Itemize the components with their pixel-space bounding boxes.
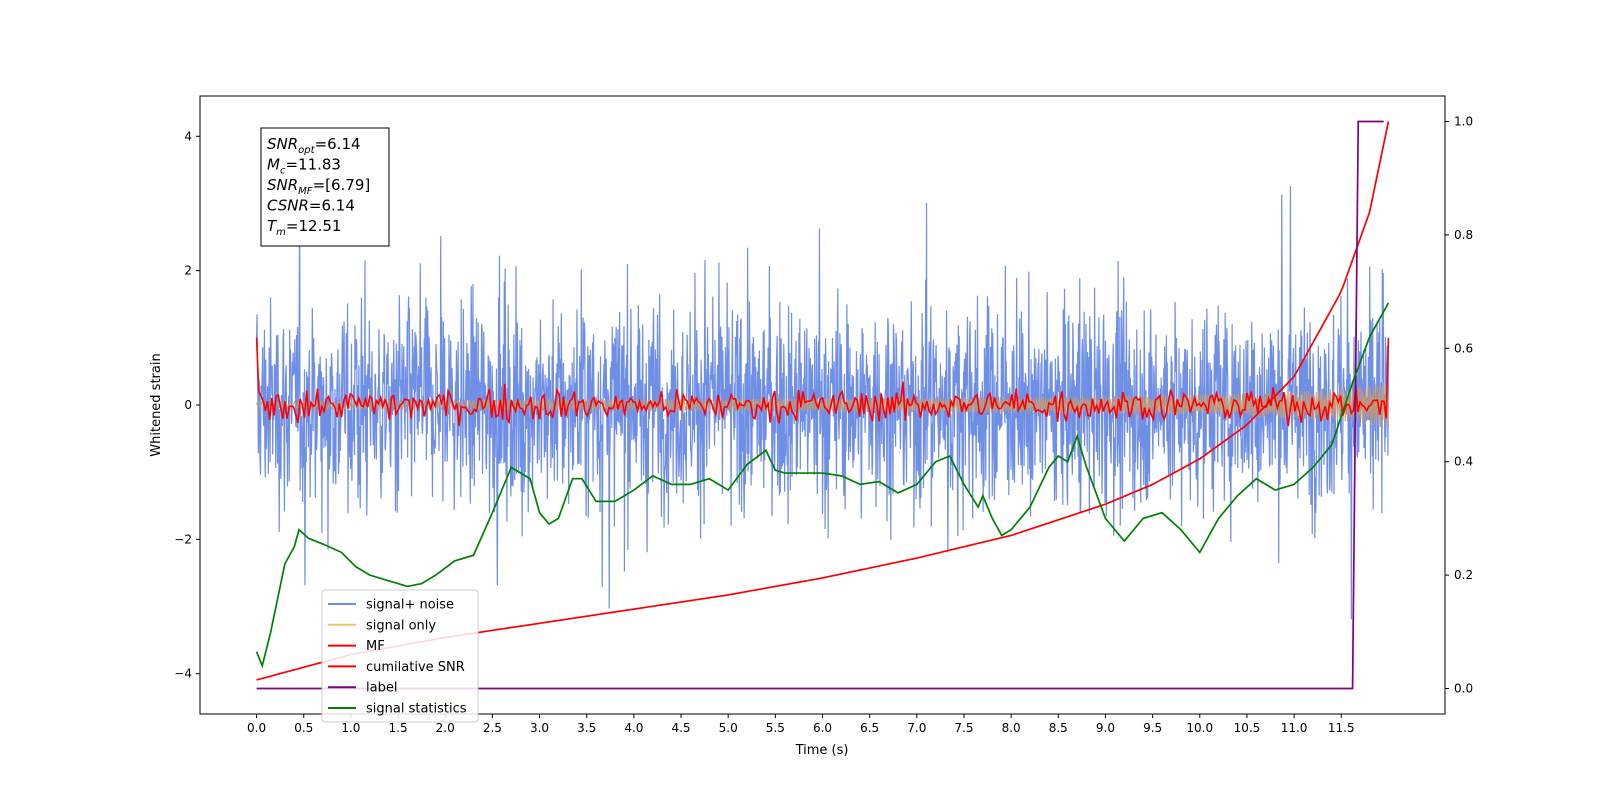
annotation-line: Mc=11.83 [267,156,341,177]
x-tick-label: 7.0 [907,721,926,735]
annotation-subscript: opt [298,145,315,156]
x-tick-label: 2.0 [436,721,455,735]
annotation-symbol: CSNR [267,197,309,215]
annotation-subscript: MF [298,186,313,197]
annotation-subscript: c [280,166,286,177]
y-axis-label: Whitened strain [149,353,164,456]
legend-label: MF [366,639,385,654]
x-tick-label: 1.5 [389,721,408,735]
x-tick-label: 4.0 [624,721,643,735]
x-tick-label: 9.0 [1096,721,1115,735]
y2-tick-label: 0.8 [1454,228,1473,242]
y-axis-right: 0.0 0.2 0.4 0.6 0.8 1.0 [1445,115,1473,695]
x-tick-label: 5.5 [766,721,785,735]
annotation-frame [260,127,390,247]
x-tick-label: 8.5 [1049,721,1068,735]
annotation-line: CSNR=6.14 [267,197,355,215]
y2-tick-label: 1.0 [1454,115,1473,129]
series-label-line [256,120,1384,690]
annotation-value: =6.14 [315,135,361,153]
annotation-symbol: SNR [267,135,298,153]
annotation-symbol: T [267,217,278,235]
legend-label: signal+ noise [366,598,454,613]
y-tick-label: −4 [174,667,192,681]
x-tick-label: 10.5 [1234,721,1261,735]
x-axis-label: Time (s) [795,743,849,758]
annotation-symbol: M [267,156,280,174]
annotation-line: SNRMF=[6.79] [267,176,370,197]
y2-tick-label: 0.4 [1454,455,1473,469]
annotation-value: =[6.79] [313,176,371,194]
x-tick-label: 6.5 [860,721,879,735]
x-axis: 0.0 0.5 1.0 1.5 2.0 2.5 3.0 3.5 4.0 4.5 5.0 5.5 6.0 6… [247,714,1355,735]
x-tick-label: 10.0 [1186,721,1213,735]
x-tick-label: 6.0 [813,721,832,735]
x-tick-label: 3.0 [530,721,549,735]
x-tick-label: 8.0 [1002,721,1021,735]
legend-label: signal statistics [366,702,467,717]
legend-label: cumilative SNR [366,660,465,675]
series-signal-plus-noise-line [255,186,1390,620]
y2-tick-label: 0.2 [1454,568,1473,582]
x-tick-label: 4.5 [671,721,690,735]
x-tick-label: 1.0 [341,721,360,735]
x-tick-label: 0.5 [294,721,313,735]
x-tick-label: 11.0 [1281,721,1308,735]
legend-frame [321,589,479,723]
x-tick-label: 7.5 [954,721,973,735]
annotation-subscript: m [276,227,286,238]
annotation-line: SNRopt=6.14 [267,135,361,156]
series-mf-line [255,337,1390,427]
y-axis-left: −4 −2 0 2 4 [174,129,200,681]
y-tick-label: 4 [184,129,192,143]
annotation-value: =6.14 [309,197,355,215]
x-tick-label: 0.0 [247,721,266,735]
series-signal-statistics-line [255,302,1390,669]
x-tick-label: 9.5 [1143,721,1162,735]
annotation-value: =12.51 [286,217,342,235]
y2-tick-label: 0.6 [1454,341,1473,355]
legend-label: signal only [366,618,436,633]
y2-tick-label: 0.0 [1454,681,1473,695]
y-tick-label: 0 [184,398,192,412]
x-tick-label: 3.5 [577,721,596,735]
x-tick-label: 11.5 [1328,721,1355,735]
y-tick-label: 2 [184,264,192,278]
annotation-symbol: SNR [267,176,298,194]
legend: signal+ noise signal only MF cumilative SNR… [321,589,479,723]
x-tick-label: 5.0 [719,721,738,735]
legend-label: label [366,681,397,696]
x-tick-label: 2.5 [483,721,502,735]
annotation-value: =11.83 [285,156,341,174]
y-tick-label: −2 [174,532,192,546]
annotation-box: SNRopt=6.14Mc=11.83SNRMF=[6.79]CSNR=6.14… [260,127,390,247]
annotation-line: Tm=12.51 [267,217,341,238]
